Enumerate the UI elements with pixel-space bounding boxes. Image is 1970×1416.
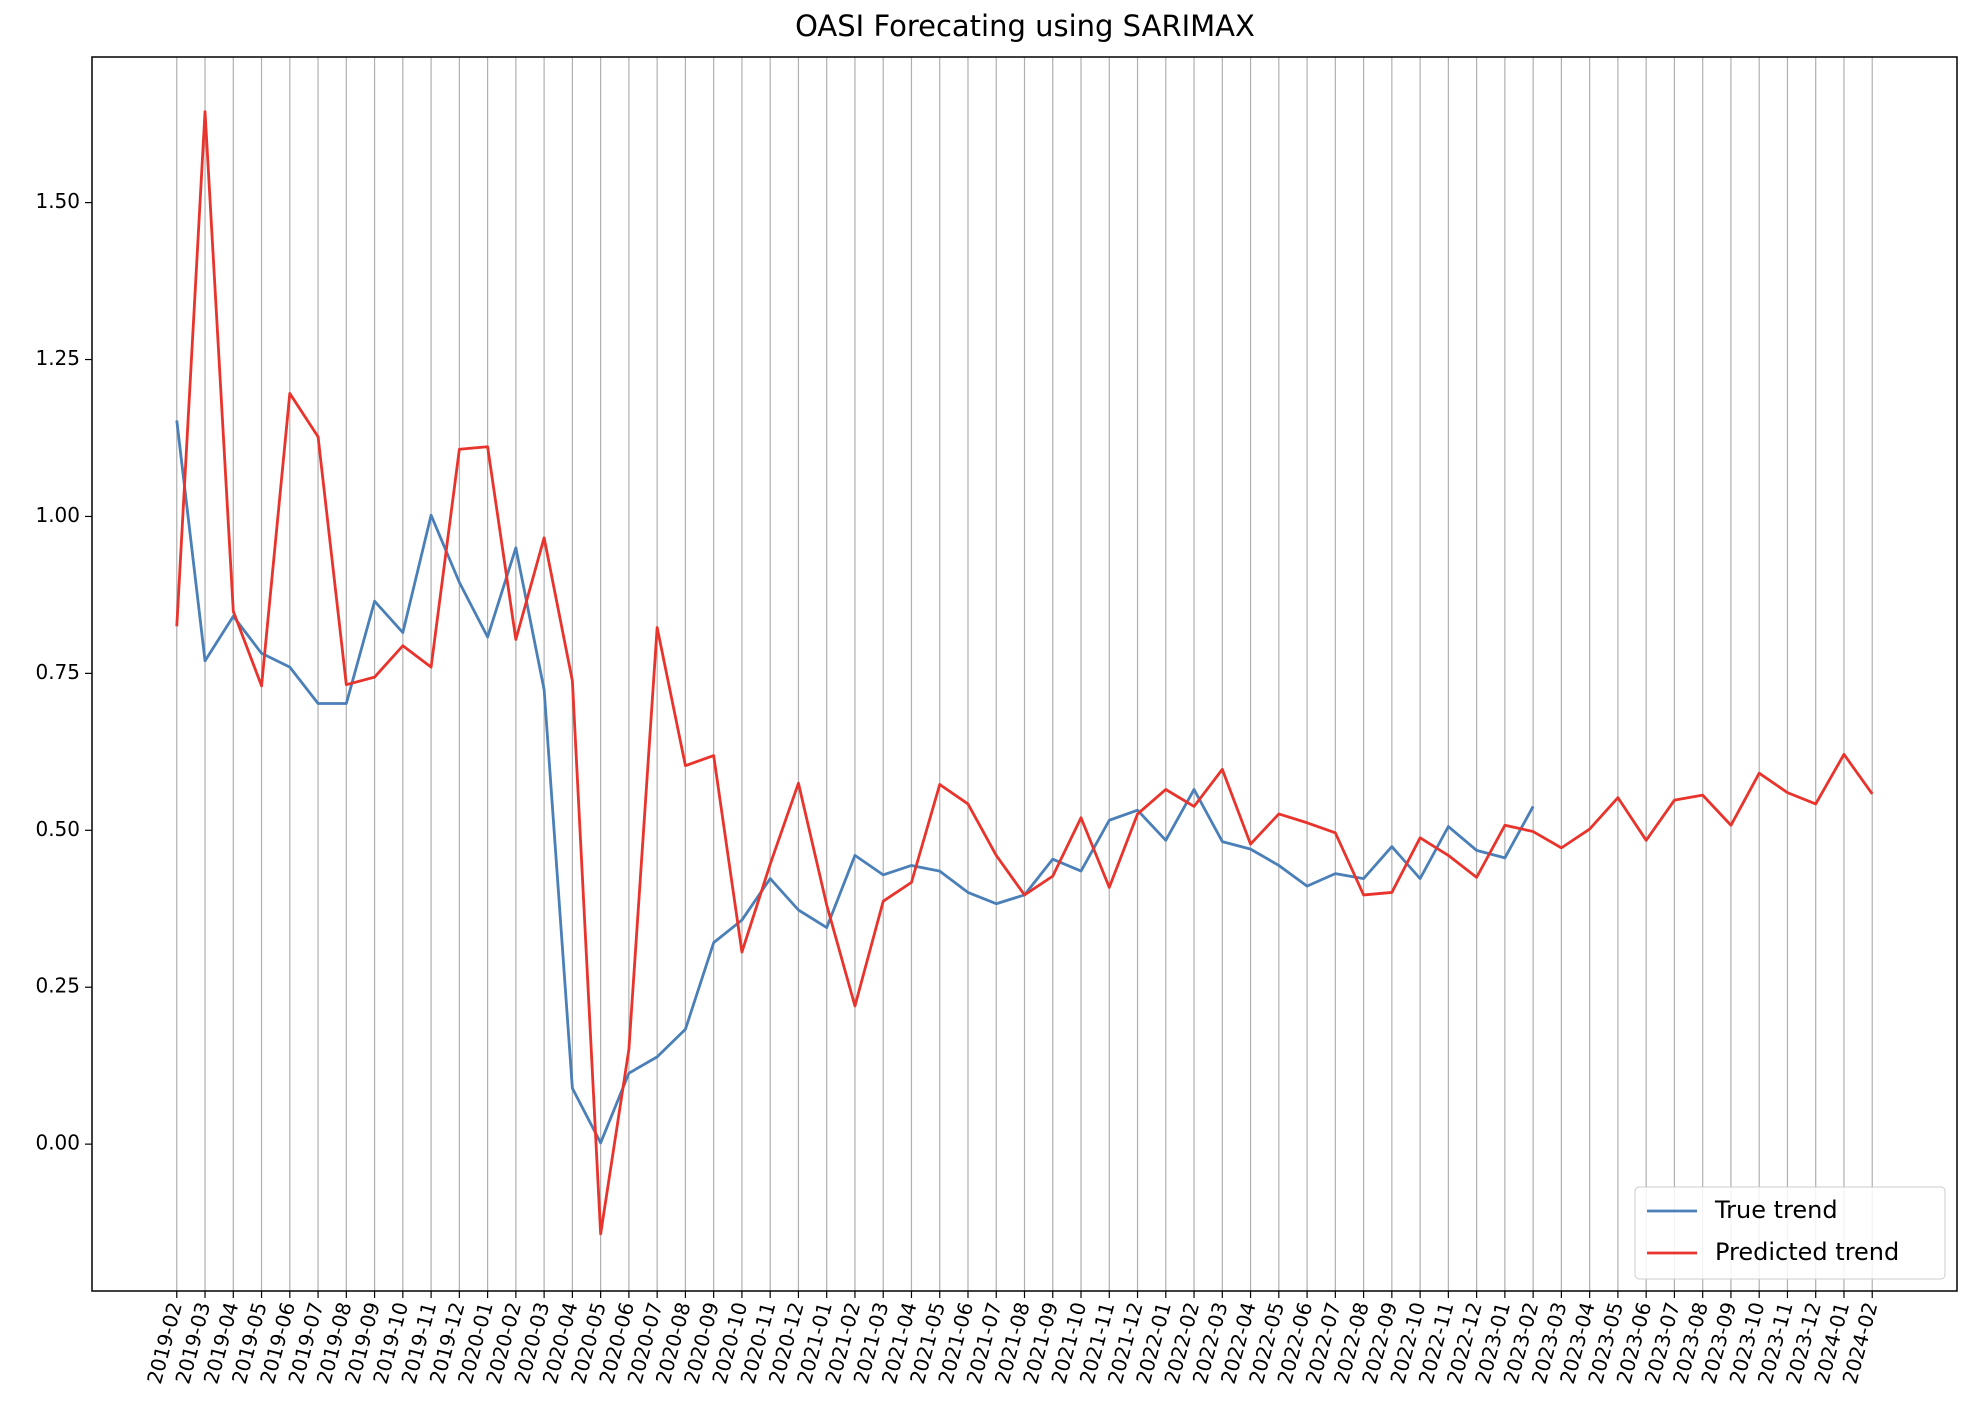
legend-label: True trend	[1714, 1196, 1838, 1224]
legend: True trend Predicted trend	[1634, 1186, 1946, 1280]
legend-box	[1634, 1186, 1946, 1280]
series-line	[175, 420, 1535, 1145]
y-tick-label: 1.25	[35, 346, 80, 370]
plot-frame	[91, 56, 1958, 1292]
y-tick-label: 0.50	[35, 817, 80, 841]
legend-label: Predicted trend	[1715, 1238, 1899, 1266]
y-tick-label: 0.25	[35, 974, 80, 998]
y-tick-label: 0.00	[35, 1131, 80, 1155]
y-tick-label: 1.50	[35, 189, 80, 213]
y-tick-label: 0.75	[35, 660, 80, 684]
series-line	[175, 110, 1874, 1236]
chart-title: OASI Forecating using SARIMAX	[795, 9, 1255, 43]
y-tick-label: 1.00	[35, 503, 80, 527]
